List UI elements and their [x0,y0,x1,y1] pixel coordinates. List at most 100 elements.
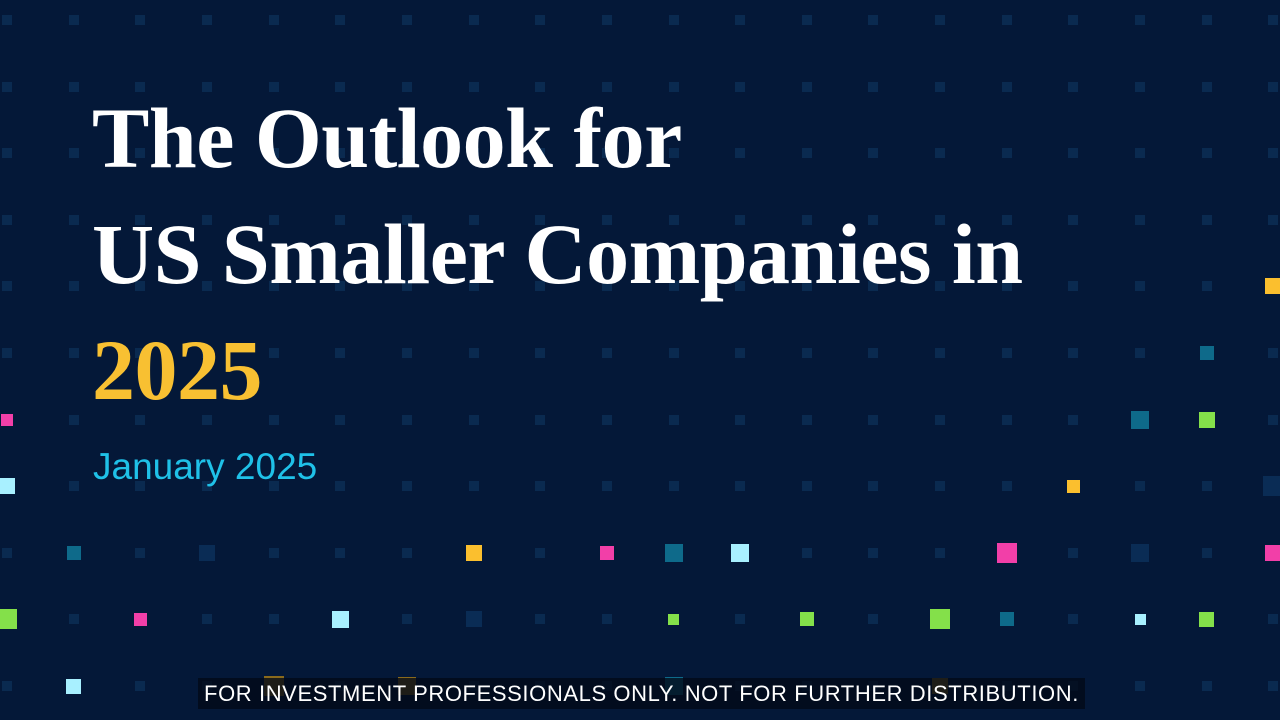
grid-dot [935,214,946,225]
grid-dot [268,281,279,292]
grid-dot [1135,281,1146,292]
grid-dot [935,81,946,92]
grid-dot [801,481,812,492]
grid-dot [1201,15,1212,25]
grid-dot [801,281,812,292]
grid-dot [468,15,479,25]
grid-dot [201,348,212,358]
grid-dot [535,348,546,358]
page-title: The Outlook for US Smaller Companies in … [92,80,1023,428]
grid-dot [401,414,412,425]
grid-dot [1068,414,1079,425]
grid-dot [401,81,412,92]
grid-dot [1201,281,1212,292]
grid-dot [535,281,546,292]
grid-dot [1068,614,1079,625]
grid-dot [335,348,346,358]
grid-dot [468,348,479,358]
grid-dot [135,481,146,492]
grid-dot [868,15,879,25]
accent-square [1265,544,1280,561]
grid-dot [335,281,346,292]
grid-dot [868,81,879,92]
disclaimer-banner: FOR INVESTMENT PROFESSIONALS ONLY. NOT F… [198,678,1085,709]
grid-dot [801,547,812,558]
grid-dot [1268,81,1279,92]
grid-dot [868,414,879,425]
grid-dot [68,15,79,25]
grid-dot [735,15,746,25]
accent-square [1131,543,1150,562]
grid-dot [535,214,546,225]
grid-dot [201,15,212,25]
grid-dot [1268,414,1279,425]
grid-dot [601,348,612,358]
grid-dot [335,148,346,159]
grid-dot [601,15,612,25]
grid-dot [201,614,212,625]
grid-dot [201,214,212,225]
grid-dot [935,148,946,159]
grid-dot [1068,148,1079,159]
accent-square [1131,410,1150,429]
grid-dot [401,214,412,225]
grid-dot [68,348,79,358]
accent-square [599,545,614,560]
grid-dot [335,15,346,25]
grid-dot [135,414,146,425]
grid-dot [868,348,879,358]
grid-dot [1135,15,1146,25]
grid-dot [335,81,346,92]
accent-square [930,609,951,630]
grid-dot [1268,15,1279,25]
grid-dot [1268,681,1279,691]
grid-dot [2,348,12,358]
accent-square [66,545,81,560]
title-year: 2025 [92,322,262,418]
grid-dot [735,81,746,92]
grid-dot [2,214,12,225]
accent-square [1198,411,1215,428]
grid-dot [601,414,612,425]
grid-dot [135,547,146,558]
grid-dot [1201,214,1212,225]
accent-square [1265,278,1280,295]
grid-dot [2,81,12,92]
grid-dot [401,148,412,159]
accent-square [1,413,13,426]
accent-square [1199,346,1214,360]
grid-dot [601,481,612,492]
grid-dot [601,214,612,225]
grid-dot [268,614,279,625]
accent-square [198,544,215,561]
grid-dot [735,614,746,625]
grid-dot [1001,81,1012,92]
grid-dot [935,281,946,292]
accent-square [999,612,1014,627]
grid-dot [1135,681,1146,691]
grid-dot [268,414,279,425]
grid-dot [535,547,546,558]
grid-dot [468,281,479,292]
grid-dot [735,348,746,358]
grid-dot [1201,148,1212,159]
grid-dot [135,81,146,92]
grid-dot [801,348,812,358]
grid-dot [68,281,79,292]
grid-dot [1201,547,1212,558]
grid-dot [268,148,279,159]
grid-dot [668,148,679,159]
grid-dot [868,281,879,292]
accent-square [996,542,1017,563]
grid-dot [535,148,546,159]
grid-dot [401,15,412,25]
grid-dot [935,414,946,425]
grid-dot [601,281,612,292]
grid-dot [268,547,279,558]
grid-dot [68,148,79,159]
grid-dot [2,15,12,25]
grid-dot [468,481,479,492]
grid-dot [1001,281,1012,292]
grid-dot [401,547,412,558]
grid-dot [468,414,479,425]
